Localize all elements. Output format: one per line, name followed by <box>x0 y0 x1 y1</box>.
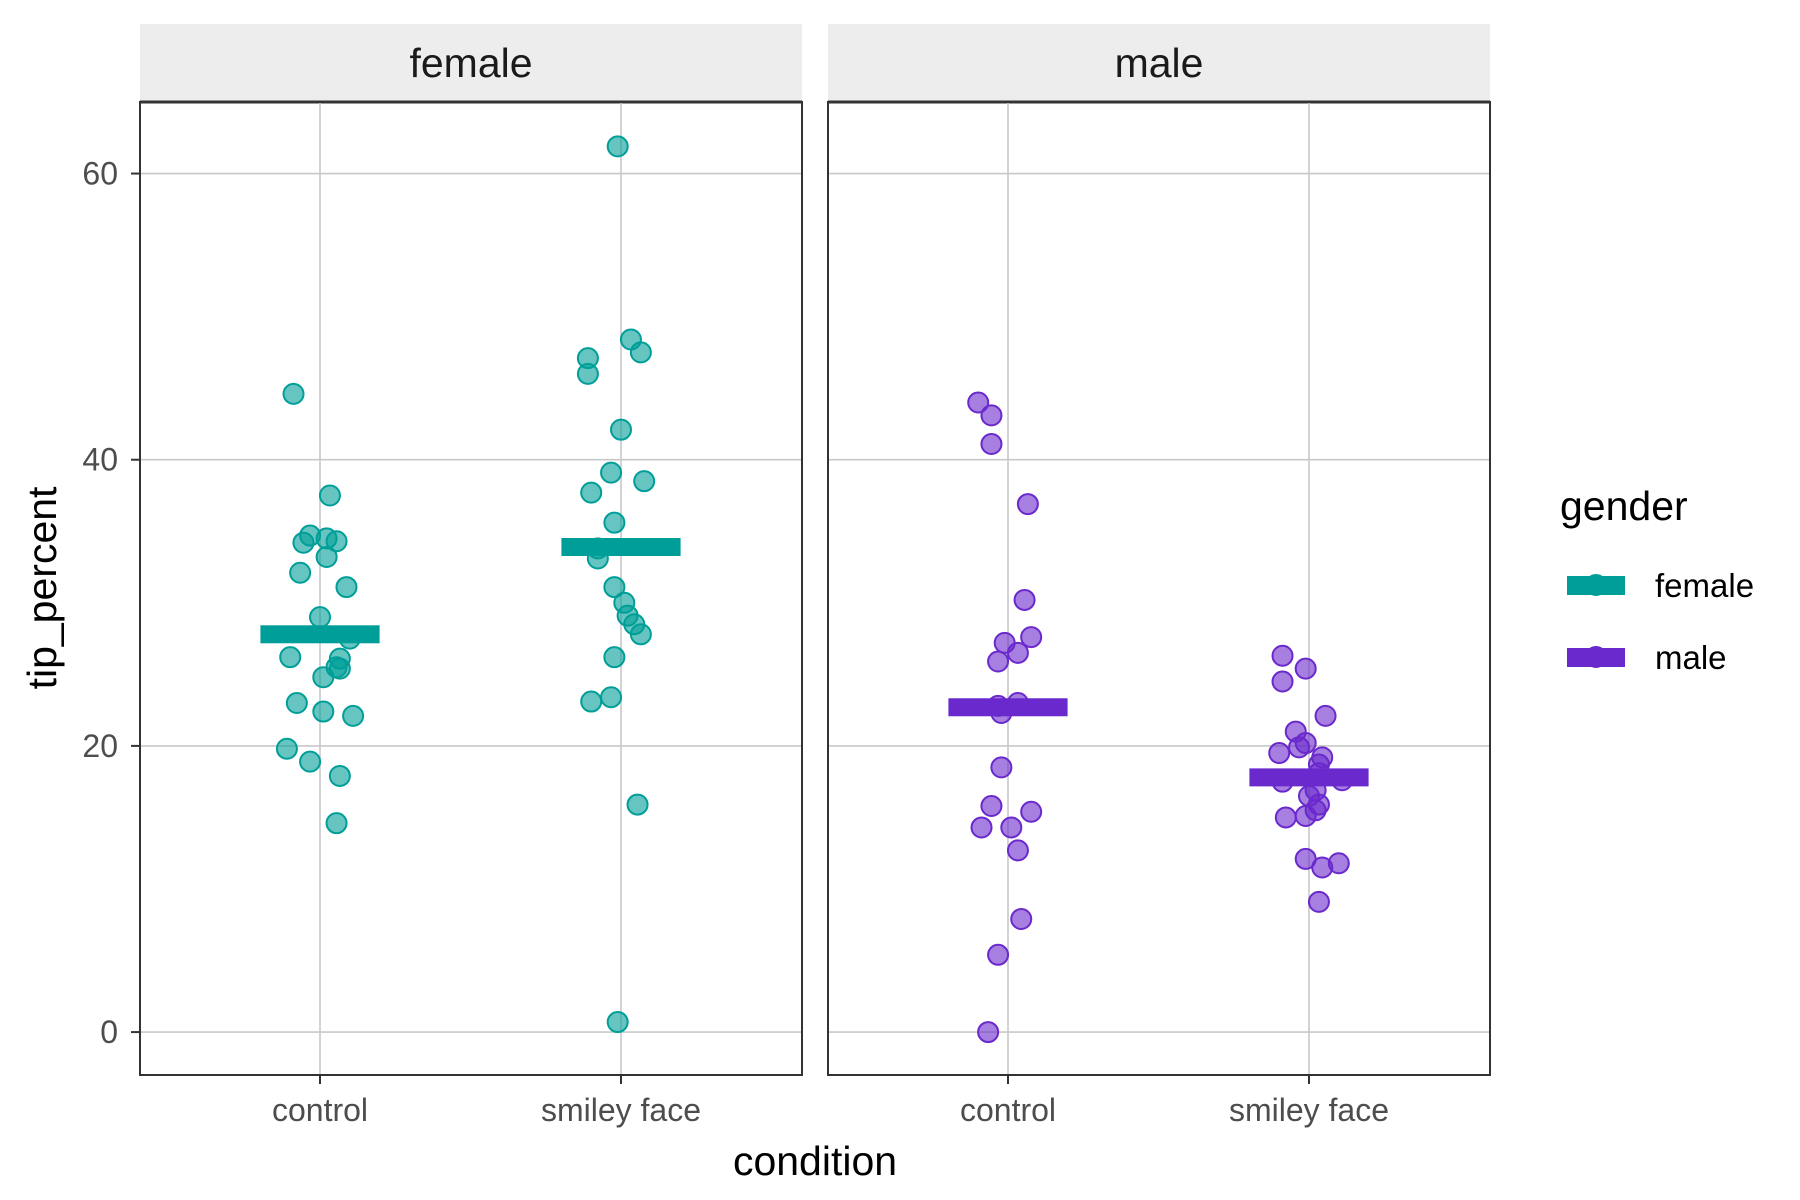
data-point <box>981 434 1001 454</box>
data-point <box>988 651 1008 671</box>
mean-bar <box>561 538 680 556</box>
data-point <box>280 647 300 667</box>
data-point <box>1273 646 1293 666</box>
mean-bar <box>948 698 1067 716</box>
data-point <box>327 813 347 833</box>
data-point <box>1018 494 1038 514</box>
data-point <box>330 766 350 786</box>
data-point <box>601 687 621 707</box>
data-point <box>336 577 356 597</box>
data-point <box>578 364 598 384</box>
data-point <box>1008 643 1028 663</box>
data-point <box>1289 737 1309 757</box>
legend-label-female: female <box>1655 567 1754 604</box>
data-point <box>1276 807 1296 827</box>
y-tick-label: 40 <box>82 442 118 478</box>
data-point <box>608 136 628 156</box>
data-point <box>1296 806 1316 826</box>
data-point <box>317 547 337 567</box>
data-point <box>972 817 992 837</box>
x-tick-label: control <box>272 1092 368 1128</box>
data-point <box>634 471 654 491</box>
y-axis-title: tip_percent <box>19 486 65 689</box>
data-point <box>581 483 601 503</box>
data-point <box>1269 743 1289 763</box>
data-point <box>981 405 1001 425</box>
data-point <box>611 420 631 440</box>
data-point <box>601 463 621 483</box>
data-point <box>1001 817 1021 837</box>
data-point <box>628 795 648 815</box>
data-point <box>313 702 333 722</box>
y-tick-label: 60 <box>82 156 118 192</box>
facet-label-female: female <box>409 40 532 86</box>
legend-title: gender <box>1560 483 1688 529</box>
data-point <box>320 485 340 505</box>
data-point <box>988 945 1008 965</box>
data-point <box>604 513 624 533</box>
data-point <box>631 342 651 362</box>
data-point <box>284 384 304 404</box>
x-axis-title: condition <box>733 1138 897 1184</box>
y-tick-label: 20 <box>82 728 118 764</box>
data-point <box>290 563 310 583</box>
data-point <box>277 739 297 759</box>
x-tick-label: smiley face <box>541 1092 701 1128</box>
data-point <box>300 752 320 772</box>
data-point <box>604 647 624 667</box>
chart-background <box>0 0 1800 1200</box>
data-point <box>1021 802 1041 822</box>
x-tick-label: control <box>960 1092 1056 1128</box>
data-point <box>581 692 601 712</box>
data-point <box>287 693 307 713</box>
legend-key-point <box>1586 647 1606 667</box>
data-point <box>343 706 363 726</box>
data-point <box>1329 853 1349 873</box>
legend-label-male: male <box>1655 639 1727 676</box>
y-tick-label: 0 <box>100 1014 118 1050</box>
data-point <box>608 1012 628 1032</box>
mean-bar <box>260 625 379 643</box>
faceted-strip-chart: female control smiley face male control sm… <box>0 0 1800 1200</box>
data-point <box>293 533 313 553</box>
mean-bar <box>1249 768 1368 786</box>
data-point <box>978 1022 998 1042</box>
data-point <box>310 607 330 627</box>
data-point <box>313 667 333 687</box>
data-point <box>1273 672 1293 692</box>
x-tick-label: smiley face <box>1229 1092 1389 1128</box>
data-point <box>1316 706 1336 726</box>
data-point <box>1296 659 1316 679</box>
facet-label-male: male <box>1115 40 1204 86</box>
data-point <box>981 796 1001 816</box>
data-point <box>1309 892 1329 912</box>
data-point <box>1015 590 1035 610</box>
data-point <box>991 757 1011 777</box>
legend-key-point <box>1586 575 1606 595</box>
data-point <box>631 624 651 644</box>
data-point <box>1008 840 1028 860</box>
data-point <box>1011 909 1031 929</box>
